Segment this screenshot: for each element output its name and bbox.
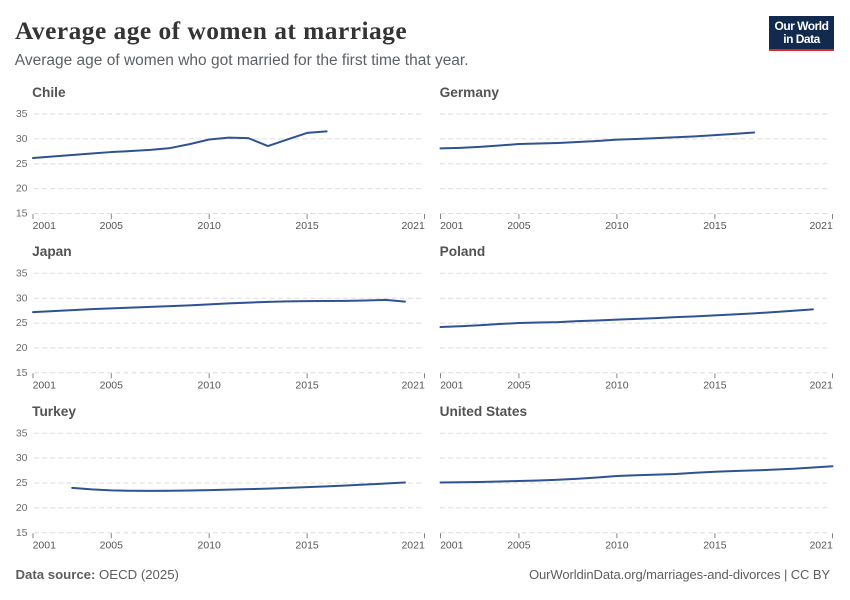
svg-text:United States: United States [440, 404, 528, 419]
svg-text:2010: 2010 [605, 539, 629, 551]
svg-text:2015: 2015 [703, 220, 727, 232]
svg-text:25: 25 [16, 158, 28, 170]
svg-text:2001: 2001 [440, 220, 464, 232]
svg-text:2001: 2001 [33, 379, 57, 391]
svg-text:Turkey: Turkey [32, 404, 76, 419]
svg-text:2010: 2010 [605, 220, 629, 232]
svg-text:Japan: Japan [32, 244, 72, 259]
svg-text:35: 35 [16, 108, 28, 120]
svg-text:20: 20 [16, 342, 28, 354]
svg-text:2021: 2021 [401, 379, 425, 391]
svg-text:2015: 2015 [295, 539, 319, 551]
svg-text:2010: 2010 [198, 379, 222, 391]
svg-text:2015: 2015 [295, 379, 319, 391]
svg-text:2021: 2021 [809, 539, 833, 551]
svg-text:25: 25 [16, 317, 28, 329]
svg-text:15: 15 [16, 527, 28, 539]
svg-text:15: 15 [16, 367, 28, 379]
svg-text:2021: 2021 [401, 539, 425, 551]
svg-text:15: 15 [16, 208, 28, 220]
svg-text:2015: 2015 [703, 379, 727, 391]
svg-text:2010: 2010 [605, 379, 629, 391]
svg-text:2010: 2010 [198, 539, 222, 551]
svg-text:2001: 2001 [440, 539, 464, 551]
svg-text:2021: 2021 [401, 220, 425, 232]
svg-text:2015: 2015 [703, 539, 727, 551]
svg-text:30: 30 [16, 292, 28, 304]
svg-text:30: 30 [16, 133, 28, 145]
svg-text:Germany: Germany [440, 85, 500, 100]
svg-text:2001: 2001 [440, 379, 464, 391]
svg-text:2005: 2005 [100, 379, 124, 391]
svg-text:2001: 2001 [33, 220, 57, 232]
svg-text:Poland: Poland [440, 244, 486, 259]
svg-text:2005: 2005 [100, 220, 124, 232]
svg-text:25: 25 [16, 477, 28, 489]
svg-text:2005: 2005 [100, 539, 124, 551]
svg-text:2005: 2005 [507, 539, 531, 551]
svg-text:2021: 2021 [809, 379, 833, 391]
svg-text:2021: 2021 [809, 220, 833, 232]
svg-text:20: 20 [16, 502, 28, 514]
svg-text:2015: 2015 [295, 220, 319, 232]
svg-text:2005: 2005 [507, 220, 531, 232]
svg-text:30: 30 [16, 452, 28, 464]
svg-text:2005: 2005 [507, 379, 531, 391]
svg-text:35: 35 [16, 427, 28, 439]
svg-text:20: 20 [16, 183, 28, 195]
svg-text:2010: 2010 [198, 220, 222, 232]
svg-text:35: 35 [16, 267, 28, 279]
svg-text:2001: 2001 [33, 539, 57, 551]
svg-text:Chile: Chile [32, 85, 66, 100]
